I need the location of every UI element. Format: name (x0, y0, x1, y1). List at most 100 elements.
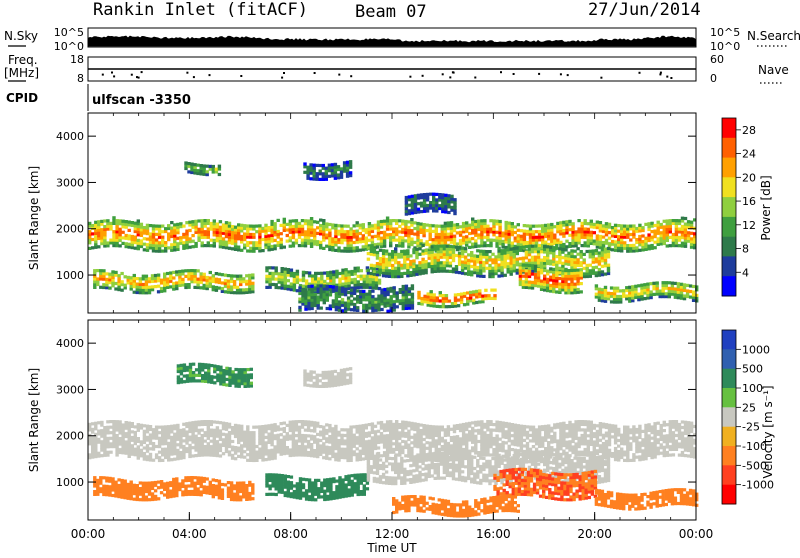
heatmap-cell (425, 240, 428, 243)
heatmap-cell (519, 277, 522, 280)
heatmap-cell (301, 434, 304, 437)
heatmap-cell (139, 291, 142, 294)
heatmap-cell (319, 178, 322, 181)
heatmap-cell (429, 227, 432, 230)
heatmap-cell (197, 219, 200, 222)
heatmap-cell (157, 276, 160, 279)
heatmap-cell (182, 247, 185, 250)
heatmap-cell (454, 293, 457, 296)
heatmap-cell (420, 204, 423, 207)
heatmap-cell (97, 234, 100, 237)
heatmap-cell (410, 425, 413, 428)
heatmap-cell (125, 421, 128, 424)
heatmap-cell (395, 230, 398, 233)
heatmap-cell (397, 275, 400, 278)
heatmap-cell (346, 445, 349, 448)
heatmap-cell (328, 245, 331, 248)
heatmap-cell (434, 264, 437, 267)
heatmap-cell (471, 441, 474, 444)
heatmap-cell (415, 264, 418, 267)
heatmap-cell (112, 423, 115, 426)
heatmap-cell (444, 199, 447, 202)
heatmap-cell (152, 436, 155, 439)
heatmap-cell (322, 431, 325, 434)
heatmap-cell (370, 247, 373, 250)
heatmap-cell (405, 210, 408, 213)
heatmap-cell (417, 197, 420, 200)
heatmap-cell (233, 283, 236, 286)
heatmap-cell (482, 261, 485, 264)
heatmap-cell (637, 295, 640, 298)
heatmap-cell (571, 228, 574, 231)
heatmap-cell (510, 248, 513, 251)
heatmap-cell (179, 454, 182, 457)
heatmap-cell (371, 241, 374, 244)
heatmap-cell (194, 225, 197, 228)
heatmap-cell (302, 274, 305, 277)
heatmap-cell (359, 298, 362, 301)
heatmap-cell (498, 237, 501, 240)
heatmap-cell (334, 430, 337, 433)
heatmap-cell (516, 258, 519, 261)
heatmap-cell (329, 288, 332, 291)
heatmap-cell (249, 431, 252, 434)
heatmap-cell (252, 437, 255, 440)
heatmap-cell (349, 238, 352, 241)
heatmap-cell (139, 286, 142, 289)
heatmap-cell (219, 245, 222, 248)
heatmap-cell (187, 283, 190, 286)
heatmap-cell (207, 222, 210, 225)
heatmap-cell (222, 444, 225, 447)
heatmap-cell (543, 275, 546, 278)
heatmap-cell (686, 292, 689, 295)
heatmap-cell (349, 431, 352, 434)
heatmap-cell (221, 290, 224, 293)
heatmap-cell (558, 283, 561, 286)
heatmap-cell (435, 241, 438, 244)
heatmap-cell (207, 241, 210, 244)
heatmap-cell (388, 275, 391, 278)
heatmap-cell (482, 269, 485, 272)
heatmap-cell (185, 450, 188, 453)
heatmap-cell (353, 425, 356, 428)
heatmap-cell (356, 224, 359, 227)
nave-dot (131, 74, 133, 76)
heatmap-cell (225, 224, 228, 227)
heatmap-cell (188, 424, 191, 427)
heatmap-cell (362, 248, 365, 251)
heatmap-cell (316, 425, 319, 428)
heatmap-cell (225, 235, 228, 238)
heatmap-cell (319, 227, 322, 230)
heatmap-cell (480, 219, 483, 222)
heatmap-cell (334, 238, 337, 241)
heatmap-cell (555, 261, 558, 264)
heatmap-cell (377, 220, 380, 223)
heatmap-cell (264, 458, 267, 461)
heatmap-cell (467, 253, 470, 256)
heatmap-cell (334, 163, 337, 166)
heatmap-cell (564, 248, 567, 251)
heatmap-cell (106, 445, 109, 448)
heatmap-cell (118, 431, 121, 434)
heatmap-cell (331, 427, 334, 430)
heatmap-cell (556, 227, 559, 230)
heatmap-cell (608, 231, 611, 234)
heatmap-cell (452, 251, 455, 254)
heatmap-cell (559, 227, 562, 230)
nave-dot (240, 75, 242, 77)
heatmap-cell (93, 277, 96, 280)
heatmap-cell (641, 246, 644, 249)
heatmap-cell (203, 273, 206, 276)
heatmap-cell (500, 258, 503, 261)
heatmap-cell (410, 221, 413, 224)
heatmap-cell (337, 249, 340, 252)
heatmap-cell (443, 256, 446, 259)
heatmap-cell (231, 457, 234, 460)
heatmap-cell (231, 239, 234, 242)
heatmap-cell (359, 249, 362, 252)
heatmap-cell (410, 422, 413, 425)
heatmap-cell (270, 429, 273, 432)
heatmap-cell (456, 223, 459, 226)
heatmap-cell (401, 228, 404, 231)
heatmap-cell (668, 290, 671, 293)
